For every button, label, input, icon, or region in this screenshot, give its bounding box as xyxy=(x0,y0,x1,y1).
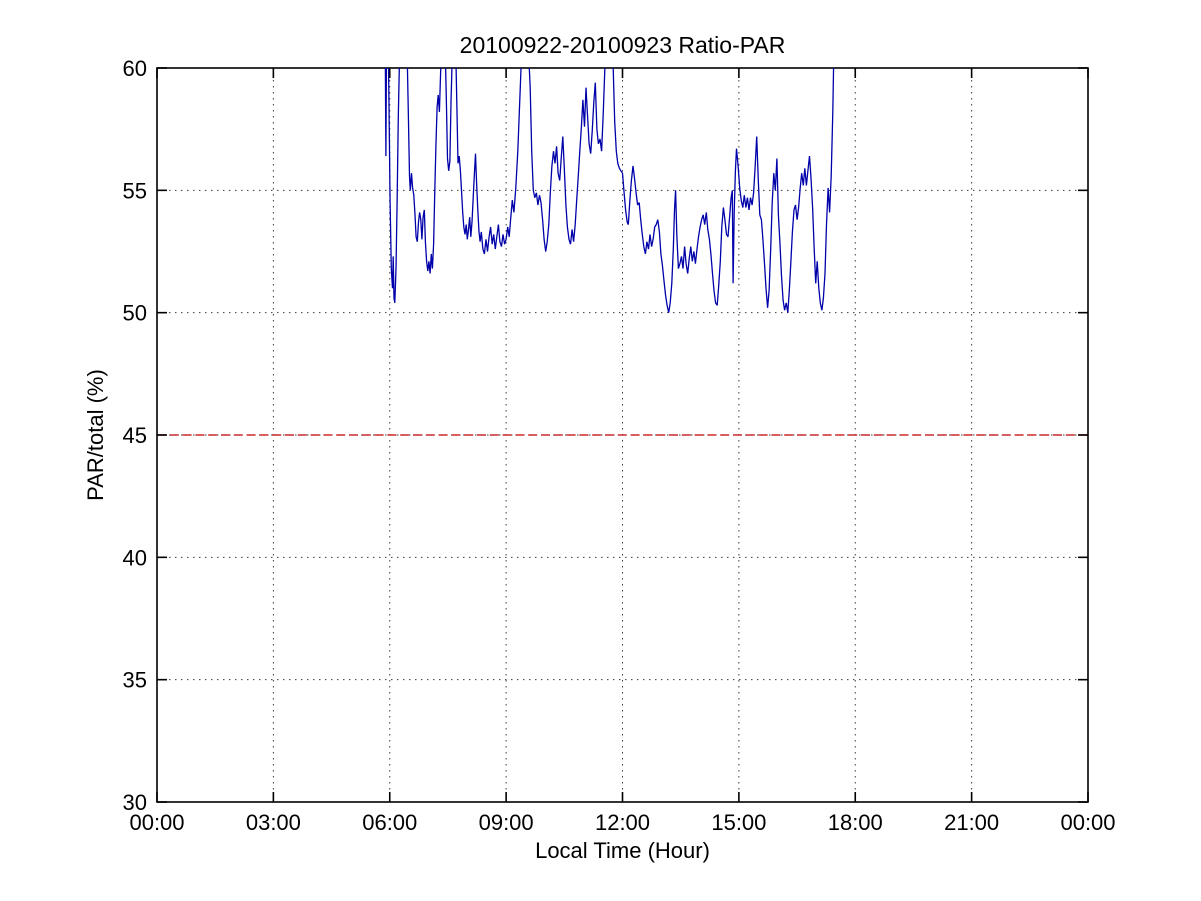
y-tick-labels: 30 35 40 45 50 55 60 xyxy=(123,56,147,815)
tick-marks xyxy=(156,67,1089,803)
y-tick-label: 35 xyxy=(123,668,147,693)
x-tick-label: 06:00 xyxy=(362,810,417,835)
x-tick-label: 00:00 xyxy=(1060,810,1115,835)
y-tick-label: 45 xyxy=(123,423,147,448)
y-tick-label: 40 xyxy=(123,545,147,570)
y-axis-label: PAR/total (%) xyxy=(83,369,108,501)
x-tick-labels: 00:00 03:00 06:00 09:00 12:00 15:00 18:00 21:00… xyxy=(129,810,1115,835)
ratio-par-line xyxy=(384,68,835,313)
y-tick-label: 60 xyxy=(123,56,147,81)
y-tick-label: 30 xyxy=(123,790,147,815)
x-tick-label: 12:00 xyxy=(595,810,650,835)
x-tick-label: 00:00 xyxy=(129,810,184,835)
x-tick-label: 15:00 xyxy=(711,810,766,835)
x-tick-label: 09:00 xyxy=(479,810,534,835)
series-group xyxy=(384,68,835,313)
chart-title: 20100922-20100923 Ratio-PAR xyxy=(460,32,786,58)
x-tick-label: 18:00 xyxy=(828,810,883,835)
y-tick-label: 55 xyxy=(123,178,147,203)
x-tick-label: 21:00 xyxy=(944,810,999,835)
x-axis-label: Local Time (Hour) xyxy=(535,838,710,863)
y-tick-label: 50 xyxy=(123,301,147,326)
x-tick-label: 03:00 xyxy=(246,810,301,835)
